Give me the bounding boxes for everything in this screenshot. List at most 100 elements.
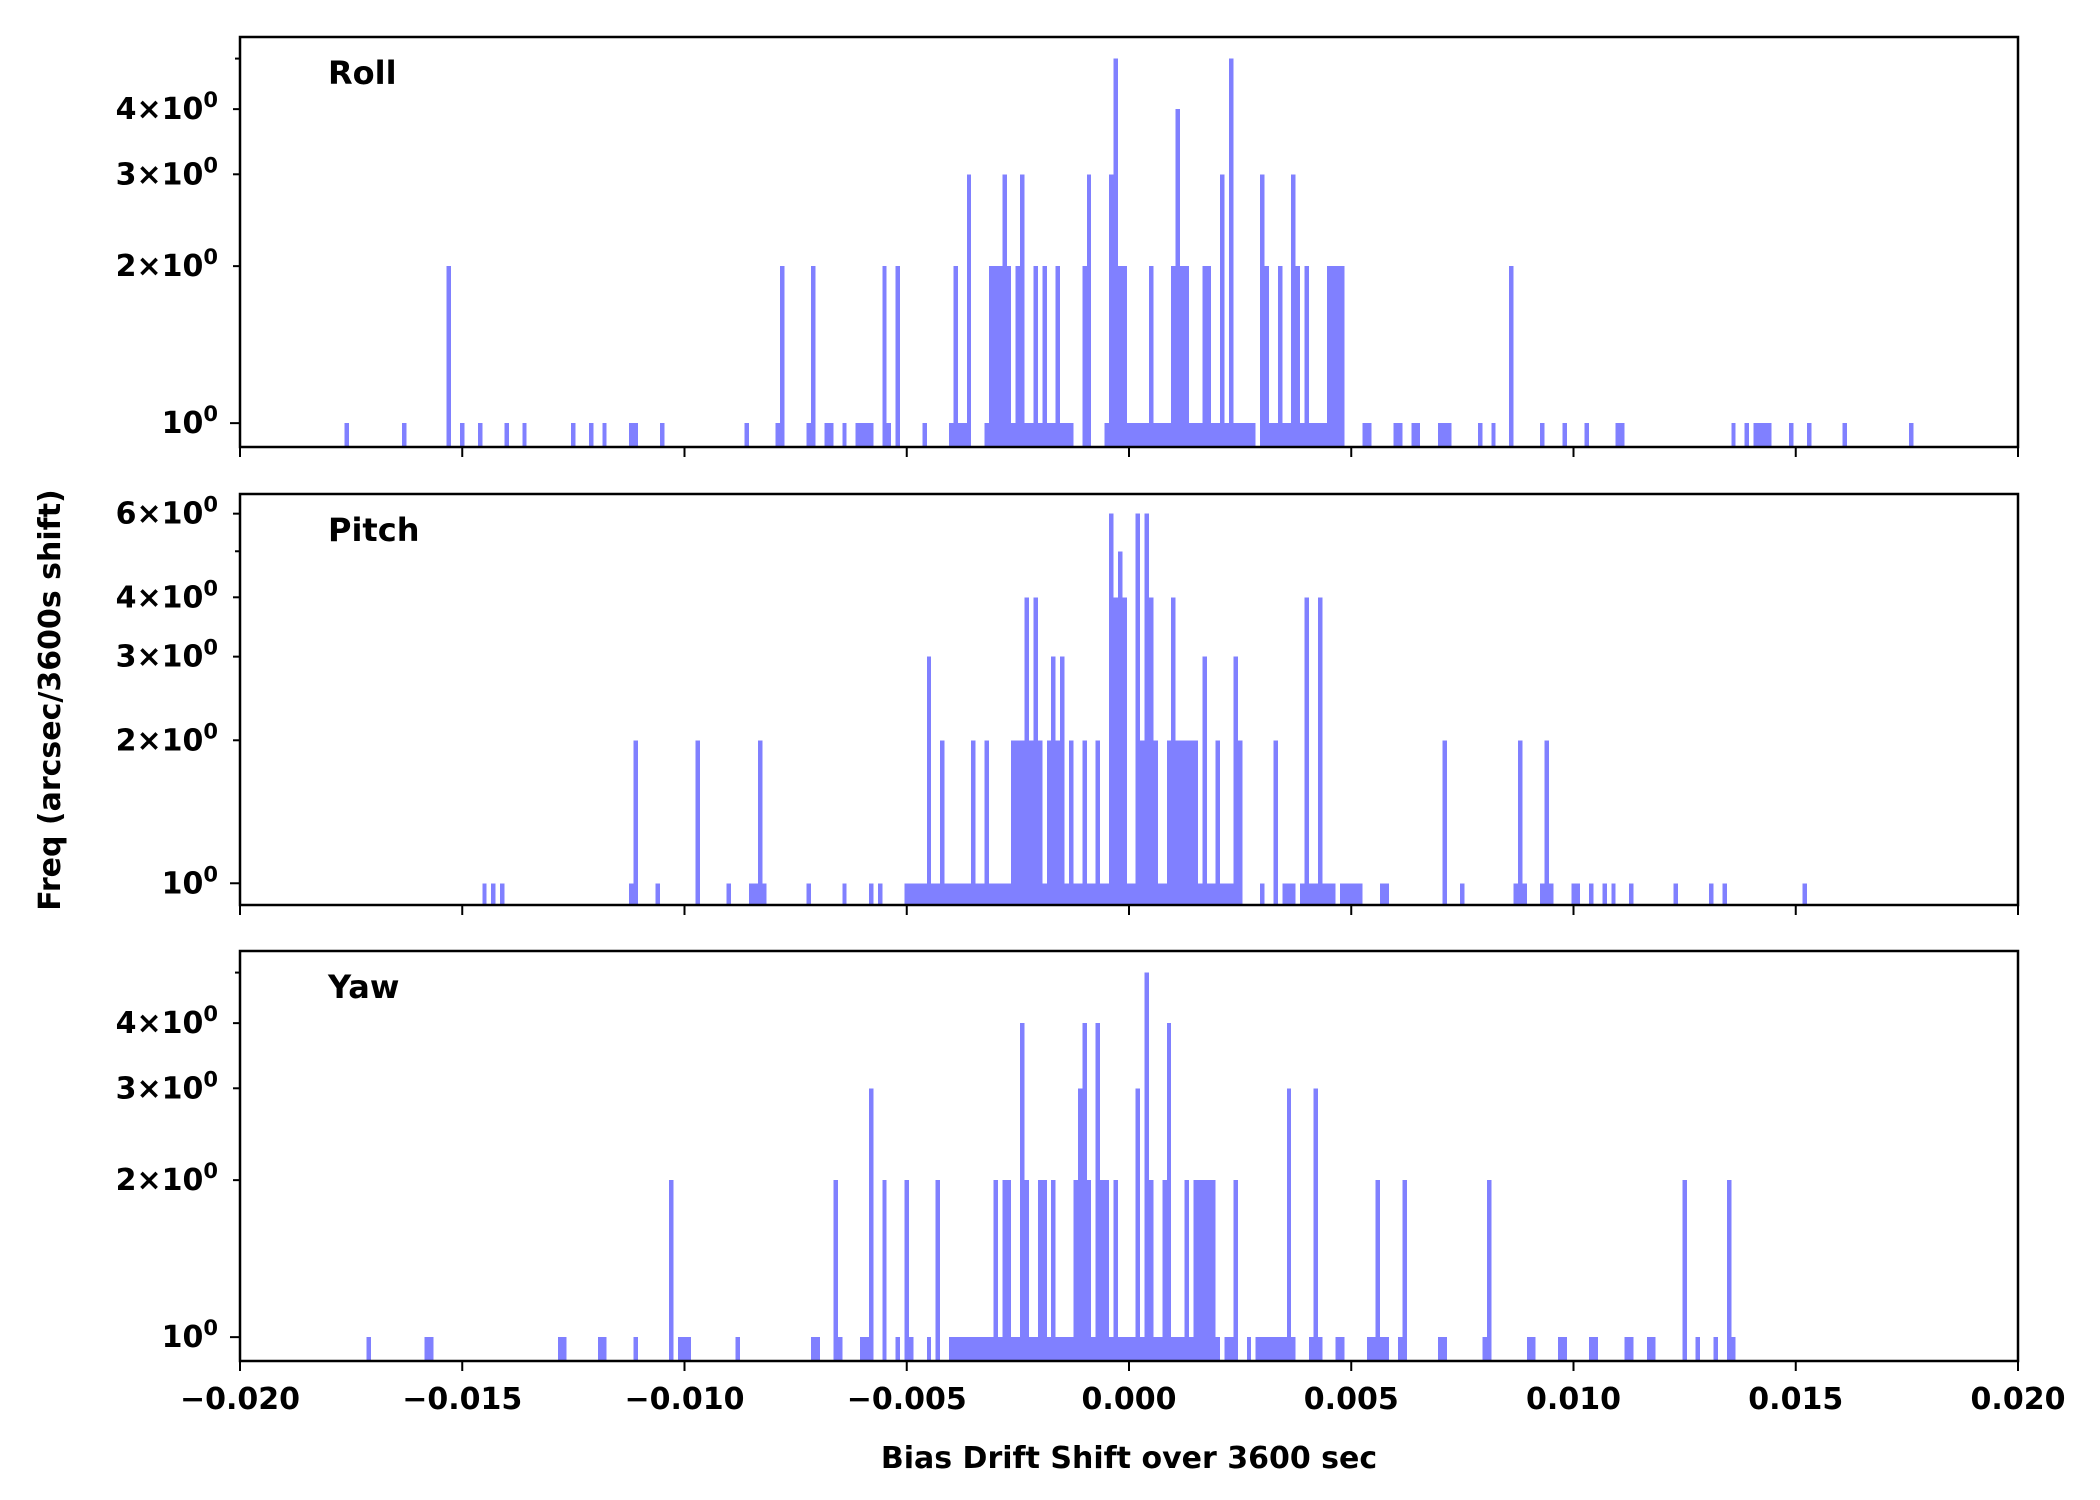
yaw-bar [1144,972,1150,1361]
roll-bar [1024,423,1029,447]
roll-bar [1766,423,1772,447]
yaw-bar [1024,1180,1029,1361]
pitch-bar [1046,740,1052,905]
pitch-bar [1380,883,1385,905]
yaw-bar [1055,1337,1061,1361]
roll-bar [1309,423,1314,447]
yaw-bar [1246,1337,1252,1361]
roll-bar [1037,423,1043,447]
yaw-bar [682,1337,687,1361]
roll-y-tick-label: 100 [162,402,218,441]
roll-bar [1317,423,1323,447]
roll-bar [1291,174,1296,447]
roll-bar [1277,266,1283,447]
roll-bar [446,266,452,447]
yaw-bar [1126,1337,1132,1361]
yaw-bar [1260,1337,1265,1361]
yaw-bar [1100,1180,1105,1361]
pitch-bar [1353,883,1358,905]
roll-bar [1068,423,1074,447]
yaw-bar [1317,1337,1323,1361]
pitch-bar [913,883,918,905]
yaw-x-axis: −0.020 −0.015 −0.010 −0.005 0.000 0.005 0.010 0… [180,1361,2065,1417]
yaw-bar [1366,1337,1372,1361]
yaw-bar [1162,1180,1167,1361]
pitch-bar [966,883,972,905]
roll-bar [1140,423,1145,447]
roll-bar [1362,423,1367,447]
yaw-bar [1082,1023,1087,1361]
yaw-bar [1380,1337,1385,1361]
pitch-bar [1517,740,1523,905]
pitch-bar [1286,883,1292,905]
pitch-bar [491,883,496,905]
yaw-bar [1086,1180,1092,1361]
yaw-bar [1229,1337,1234,1361]
yaw-bar [1002,1180,1007,1361]
pitch-bar [1202,656,1207,905]
yaw-bar [1104,1180,1109,1361]
yaw-bar [1095,1023,1101,1361]
yaw-bar [1313,1088,1318,1361]
roll-bar [895,266,901,447]
roll-bar [1122,266,1127,447]
roll-bar [1615,423,1621,447]
pitch-bar [1015,740,1021,905]
pitch-bar [1300,883,1305,905]
yaw-bar [1526,1337,1532,1361]
pitch-y-tick-label: 2×100 [116,719,218,758]
roll-y-axis: 100 2×100 3×100 4×100 [116,57,240,441]
roll-bar [1153,423,1158,447]
roll-bar [1789,423,1794,447]
pitch-bar [1309,883,1314,905]
yaw-bar [1157,1337,1163,1361]
yaw-bar [1193,1180,1198,1361]
pitch-bar [1575,883,1581,905]
yaw-bar [1593,1337,1598,1361]
pitch-bars [482,513,1807,905]
pitch-bar [1171,597,1176,905]
pitch-bar [1211,883,1216,905]
roll-bar [1562,423,1567,447]
pitch-bar [1082,740,1087,905]
pitch-bar [1131,883,1136,905]
yaw-bar [1562,1337,1567,1361]
pitch-bar [1442,740,1447,905]
roll-bar [1731,423,1736,447]
yaw-bar [1131,1337,1136,1361]
roll-bar [1015,266,1021,447]
yaw-bar [980,1337,985,1361]
yaw-bar [562,1337,567,1361]
yaw-bar [1122,1337,1127,1361]
yaw-y-tick-label: 2×100 [116,1159,218,1198]
yaw-bar [868,1088,874,1361]
pitch-bar [1033,597,1038,905]
yaw-bar [1629,1337,1634,1361]
yaw-x-tick-label: −0.015 [402,1382,522,1417]
yaw-bar [597,1337,603,1361]
yaw-bar [1442,1337,1447,1361]
roll-bar [1842,423,1847,447]
pitch-bar [1104,883,1109,905]
pitch-bar [1709,883,1714,905]
roll-bar [1197,423,1203,447]
yaw-bar [1309,1337,1314,1361]
yaw-bar [1589,1337,1594,1361]
yaw-bar [837,1337,843,1361]
roll-y-tick-label: 3×100 [116,153,218,192]
yaw-bar [735,1337,741,1361]
roll-bar [860,423,865,447]
pitch-bar [1326,883,1332,905]
yaw-x-tick-label: 0.020 [1971,1382,2066,1417]
pitch-bar [1322,883,1327,905]
pitch-bar [1215,740,1221,905]
pitch-bar [971,740,976,905]
roll-bar [1229,58,1234,447]
roll-bar [1002,174,1007,447]
roll-bar [886,423,892,447]
yaw-bar [1028,1337,1034,1361]
yaw-bar [1202,1180,1207,1361]
roll-bar [633,423,638,447]
pitch-bar [1077,883,1083,905]
pitch-bar [1602,883,1607,905]
